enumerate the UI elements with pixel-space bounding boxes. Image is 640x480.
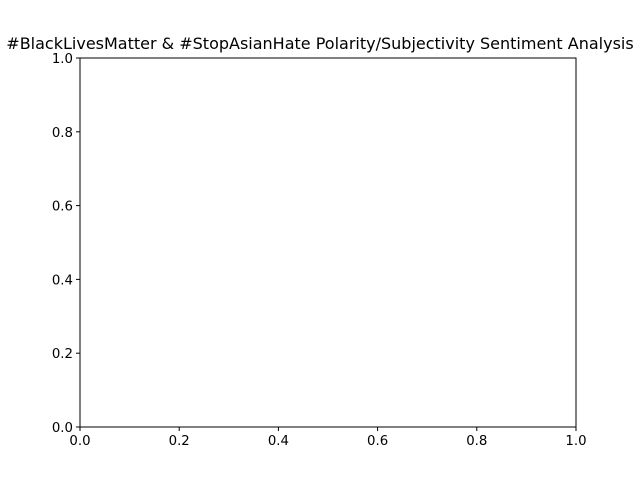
x-tick-label: 0.2 — [169, 434, 190, 449]
y-tick-label: 1.0 — [52, 52, 73, 67]
y-axis-ticks: 0.0 0.2 0.4 0.6 0.8 1.0 — [52, 52, 80, 436]
y-tick-label: 0.0 — [52, 421, 73, 436]
y-tick-label: 0.2 — [52, 347, 73, 362]
y-tick-label: 0.4 — [52, 273, 73, 288]
chart-title: #BlackLivesMatter & #StopAsianHate Polar… — [6, 34, 633, 53]
x-tick-label: 0.6 — [367, 434, 388, 449]
x-tick-label: 0.0 — [69, 434, 90, 449]
y-tick-label: 0.6 — [52, 200, 73, 215]
x-tick-label: 0.8 — [466, 434, 487, 449]
plot-area — [80, 58, 576, 427]
x-axis-ticks: 0.0 0.2 0.4 0.6 0.8 1.0 — [69, 427, 587, 449]
axes-frame — [79, 57, 577, 428]
y-tick-label: 0.8 — [52, 126, 73, 141]
x-tick-label: 0.4 — [268, 434, 289, 449]
x-tick-label: 1.0 — [565, 434, 586, 449]
